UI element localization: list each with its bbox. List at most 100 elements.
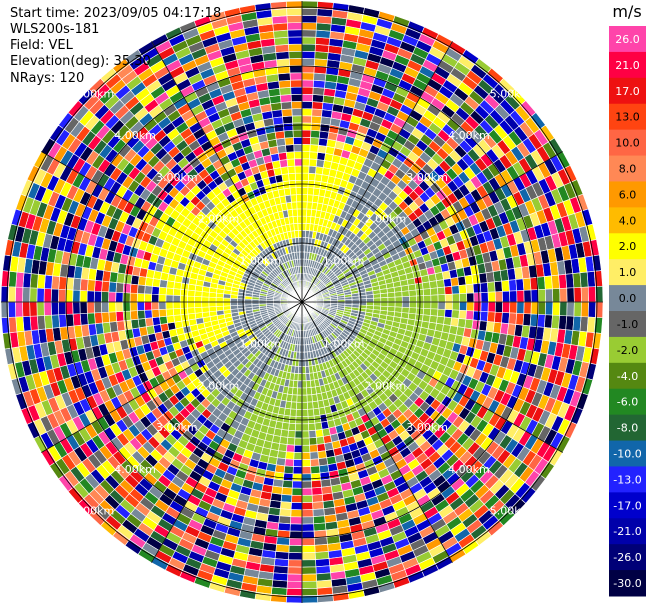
- velocity-gate: [301, 29, 317, 38]
- velocity-gate: [301, 72, 315, 81]
- velocity-gate: [301, 86, 314, 95]
- velocity-gate: [372, 293, 382, 299]
- velocity-gate: [301, 451, 311, 460]
- velocity-gate: [101, 291, 110, 303]
- velocity-gate: [486, 281, 496, 293]
- velocity-gate: [314, 544, 329, 553]
- velocity-gate: [559, 287, 568, 303]
- velocity-gate: [194, 301, 203, 308]
- velocity-gate: [286, 587, 303, 597]
- velocity-gate: [79, 278, 89, 292]
- velocity-gate: [308, 158, 318, 167]
- velocity-gate: [284, 458, 295, 467]
- velocity-gate: [301, 537, 316, 546]
- velocity-gate: [301, 194, 308, 203]
- velocity-gate: [301, 566, 317, 575]
- velocity-gate: [552, 288, 561, 303]
- velocity-gate: [79, 312, 89, 326]
- velocity-gate: [437, 308, 446, 318]
- velocity-gate: [291, 494, 303, 503]
- velocity-gate: [94, 312, 103, 325]
- velocity-gate: [451, 309, 460, 319]
- velocity-gate: [293, 222, 299, 232]
- velocity-gate: [408, 289, 417, 297]
- velocity-gate: [544, 275, 553, 290]
- velocity-gate: [573, 287, 582, 303]
- velocity-gate: [194, 312, 204, 320]
- velocity-gate: [101, 311, 110, 324]
- velocity-gate: [301, 394, 308, 403]
- velocity-gate: [43, 301, 52, 316]
- velocity-gate: [307, 408, 315, 417]
- velocity-gate: [144, 285, 153, 295]
- velocity-gate: [301, 587, 318, 597]
- velocity-gate: [301, 423, 310, 432]
- velocity-gate: [301, 509, 314, 518]
- velocity-gate: [502, 301, 511, 314]
- velocity-gate: [487, 291, 496, 303]
- velocity-gate: [494, 311, 503, 324]
- velocity-gate: [305, 372, 311, 382]
- velocity-gate: [301, 466, 312, 475]
- velocity-gate: [287, 165, 296, 175]
- velocity-gate: [516, 290, 525, 303]
- velocity-gate: [312, 501, 325, 510]
- velocity-gate: [515, 312, 525, 326]
- velocity-gate: [93, 290, 102, 303]
- velocity-gate: [458, 284, 467, 295]
- velocity-gate: [108, 281, 118, 293]
- velocity-gate: [276, 450, 287, 460]
- velocity-gate: [279, 508, 292, 518]
- velocity-gate: [308, 437, 318, 446]
- velocity-gate: [515, 278, 525, 292]
- velocity-gate: [536, 276, 546, 290]
- velocity-gate: [151, 285, 160, 295]
- velocity-gate: [301, 430, 310, 439]
- velocity-gate: [292, 215, 299, 224]
- velocity-gate: [306, 394, 313, 403]
- velocity-gate: [459, 301, 468, 311]
- velocity-gate: [296, 387, 303, 396]
- velocity-gate: [301, 93, 314, 102]
- velocity-gate: [301, 136, 311, 145]
- velocity-gate: [558, 273, 568, 289]
- velocity-gate: [306, 401, 314, 410]
- velocity-gate: [312, 400, 320, 410]
- velocity-gate: [301, 487, 313, 496]
- velocity-gate: [580, 286, 589, 303]
- velocity-gate: [509, 301, 518, 314]
- velocity-gate: [465, 283, 475, 294]
- velocity-gate: [394, 296, 403, 303]
- velocity-gate: [129, 292, 138, 303]
- velocity-gate: [312, 79, 326, 89]
- velocity-gate: [144, 293, 153, 303]
- velocity-gate: [480, 291, 489, 303]
- velocity-gate: [544, 314, 553, 329]
- velocity-gate: [537, 301, 546, 316]
- velocity-gate: [421, 281, 431, 290]
- velocity-gate: [144, 317, 154, 328]
- velocity-gate: [401, 290, 410, 298]
- velocity-gate: [290, 194, 298, 203]
- velocity-gate: [291, 208, 298, 217]
- velocity-gate: [301, 122, 312, 131]
- velocity-gate: [301, 494, 313, 503]
- velocity-gate: [172, 301, 181, 310]
- velocity-gate: [315, 429, 324, 438]
- velocity-gate: [286, 437, 296, 446]
- velocity-gate: [275, 544, 290, 553]
- velocity-gate: [284, 194, 292, 204]
- velocity-gate: [316, 443, 326, 453]
- velocity-gate: [101, 280, 110, 293]
- velocity-gate: [309, 458, 320, 467]
- velocity-gate: [309, 444, 319, 453]
- velocity-gate: [429, 280, 438, 289]
- velocity-gate: [522, 277, 532, 291]
- velocity-gate: [309, 151, 319, 160]
- velocity-gate: [144, 276, 154, 287]
- velocity-gate: [308, 422, 316, 432]
- velocity-gate: [301, 380, 307, 389]
- velocity-gate: [277, 72, 291, 82]
- velocity-gate: [315, 436, 325, 445]
